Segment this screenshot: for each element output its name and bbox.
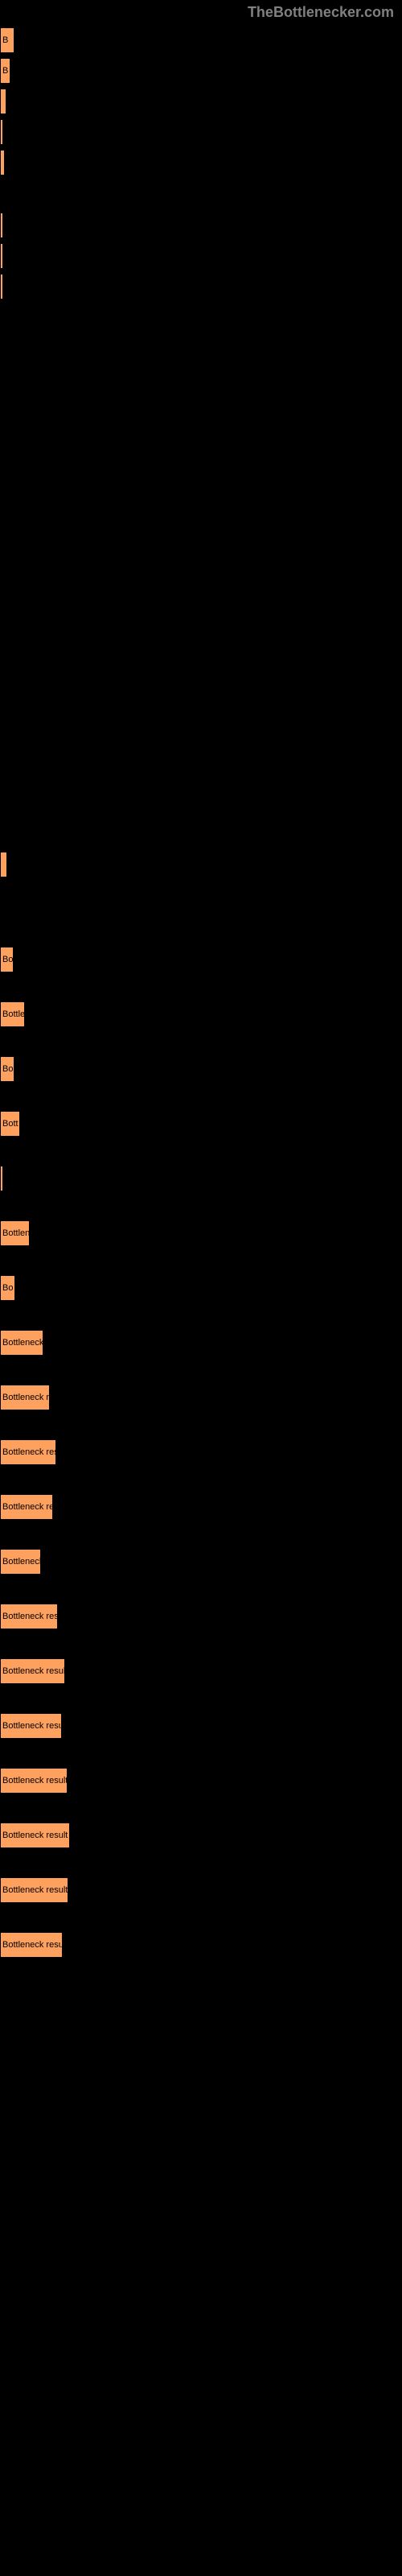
bar-13 xyxy=(0,1166,3,1191)
bar-1: B xyxy=(0,58,10,84)
bar-12: Bott xyxy=(0,1111,20,1137)
site-header: TheBottlenecker.com xyxy=(0,0,402,25)
bar-21: Bottleneck res xyxy=(0,1604,58,1629)
bar-7 xyxy=(0,274,3,299)
bar-3 xyxy=(0,119,3,145)
bar-23: Bottleneck resu xyxy=(0,1713,62,1739)
bar-16: Bottleneck xyxy=(0,1330,43,1356)
bar-25: Bottleneck result xyxy=(0,1823,70,1848)
bar-9: Bo xyxy=(0,947,14,972)
bar-26: Bottleneck result xyxy=(0,1877,68,1903)
bar-6 xyxy=(0,243,3,269)
bar-4 xyxy=(0,150,5,175)
bar-18: Bottleneck res xyxy=(0,1439,56,1465)
bar-10: Bottle xyxy=(0,1001,25,1027)
bar-5 xyxy=(0,213,3,238)
bar-8 xyxy=(0,852,7,877)
bottleneck-chart: B B Bo Bottle Bo Bott Bottlen Bo Bottlen… xyxy=(0,25,402,1960)
bar-11: Bo xyxy=(0,1056,14,1082)
bar-14: Bottlen xyxy=(0,1220,30,1246)
bar-0: B xyxy=(0,27,14,53)
bar-2 xyxy=(0,89,6,114)
bar-24: Bottleneck result xyxy=(0,1768,68,1794)
bar-17: Bottleneck r xyxy=(0,1385,50,1410)
bar-20: Bottleneck xyxy=(0,1549,41,1575)
bar-19: Bottleneck re xyxy=(0,1494,53,1520)
bar-27: Bottleneck resu xyxy=(0,1932,63,1958)
bar-15: Bo xyxy=(0,1275,15,1301)
bar-22: Bottleneck resul xyxy=(0,1658,65,1684)
